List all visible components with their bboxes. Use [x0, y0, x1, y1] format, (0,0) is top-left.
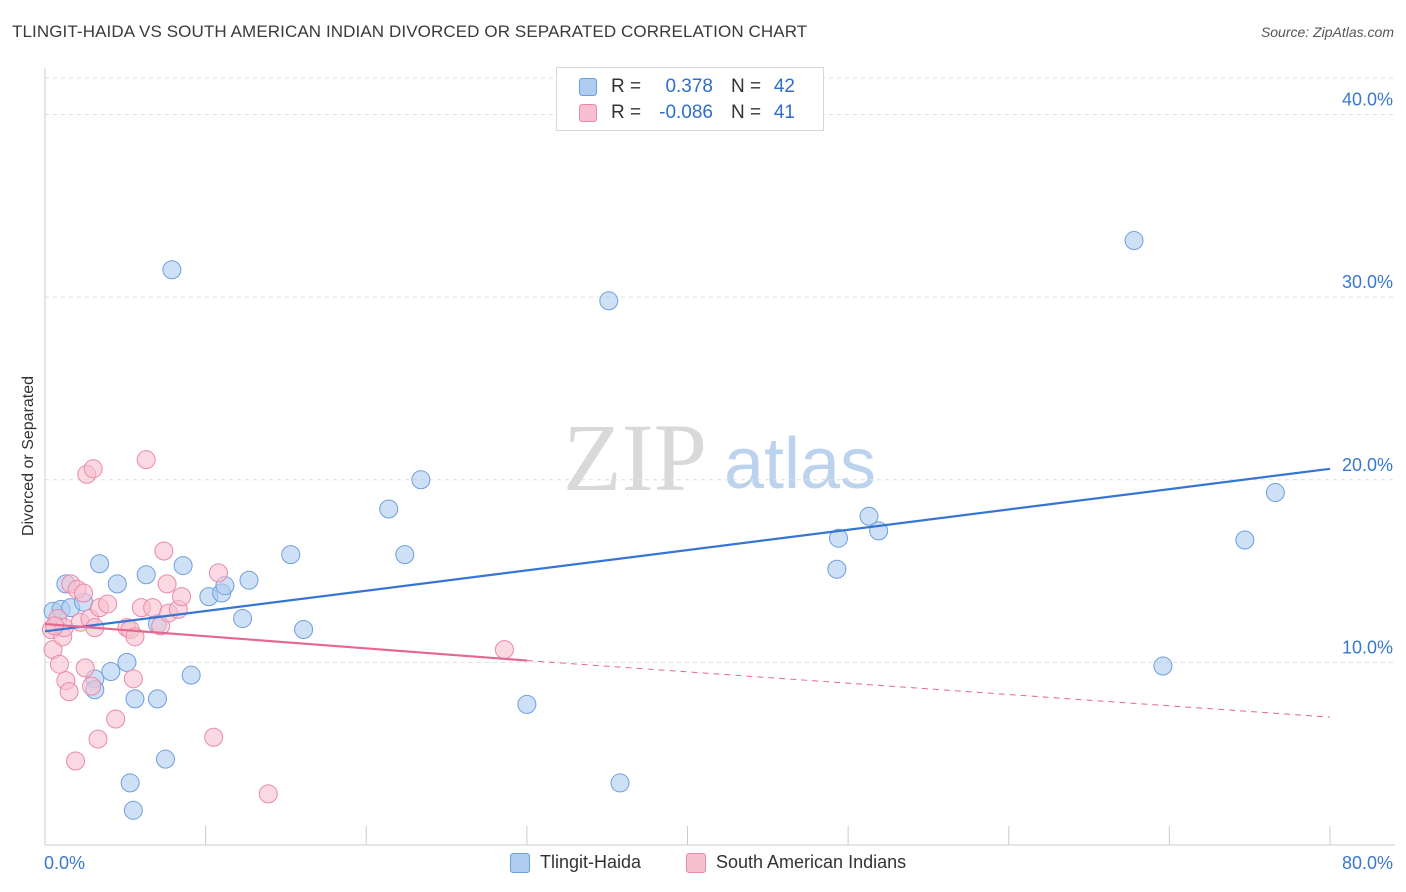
legend-r-value: -0.086	[659, 102, 713, 123]
series-legend-tlingit[interactable]: Tlingit-Haida	[510, 852, 641, 873]
y-axis-label: Divorced or Separated	[20, 376, 37, 536]
data-point	[120, 773, 140, 793]
data-point	[136, 450, 156, 470]
legend-r-label: R =	[611, 102, 642, 123]
y-tick-label: 10.0%	[1342, 637, 1393, 657]
data-point	[1124, 231, 1144, 251]
series-swatch-tlingit	[510, 852, 530, 873]
data-point	[66, 751, 86, 771]
data-point	[136, 565, 156, 585]
data-point	[155, 749, 175, 769]
x-tick-label: 0.0%	[44, 853, 85, 873]
watermark-atlas: atlas	[724, 424, 876, 504]
legend-swatch-tlingit	[579, 78, 597, 96]
data-point	[1235, 530, 1255, 550]
legend-n-value: 41	[773, 102, 795, 123]
data-point	[101, 662, 121, 682]
series-south-american-indians	[41, 450, 514, 804]
data-point	[258, 784, 278, 804]
data-point	[125, 689, 145, 709]
data-point	[83, 459, 103, 479]
data-point	[859, 506, 879, 526]
data-point	[610, 773, 630, 793]
source-label: Source: ZipAtlas.com	[1260, 24, 1394, 40]
data-point	[1153, 656, 1173, 676]
data-point	[173, 556, 193, 576]
data-point	[82, 676, 102, 696]
data-point	[98, 594, 118, 614]
y-tick-label: 40.0%	[1342, 90, 1393, 110]
legend-r-label: R =	[611, 76, 642, 97]
data-point	[157, 574, 177, 594]
chart-title: TLINGIT-HAIDA VS SOUTH AMERICAN INDIAN D…	[12, 22, 808, 41]
data-point	[143, 598, 163, 618]
y-tick-label: 30.0%	[1342, 272, 1393, 292]
data-point	[233, 609, 253, 629]
data-point	[1265, 483, 1285, 503]
data-point	[828, 528, 848, 548]
data-point	[281, 545, 301, 565]
trendline-south-american-indians	[44, 622, 527, 662]
legend-n-label: N =	[731, 76, 762, 97]
data-point	[117, 652, 137, 672]
stats-legend: R = 0.378 N = 42 R = -0.086 N = 41	[556, 67, 824, 131]
legend-row-tlingit: R = 0.378 N = 42	[579, 75, 795, 99]
data-point	[599, 291, 619, 311]
trendline-extension-south-american-indians	[526, 660, 1331, 718]
data-point	[154, 541, 174, 561]
watermark-zip: ZIP	[563, 404, 707, 511]
legend-swatch-south-american	[579, 104, 597, 122]
data-point	[294, 620, 314, 640]
series-swatch-south-american	[686, 852, 706, 873]
data-point	[181, 665, 201, 685]
legend-n-label: N =	[731, 102, 762, 123]
data-point	[107, 574, 127, 594]
data-point	[162, 260, 182, 280]
data-point	[125, 627, 145, 647]
data-point	[74, 583, 94, 603]
series-legend-south-american[interactable]: South American Indians	[686, 852, 906, 873]
data-point	[239, 570, 259, 590]
legend-r-value: 0.378	[665, 76, 713, 97]
trendline-tlingit-haida	[44, 467, 1331, 633]
data-point	[106, 709, 126, 729]
data-point	[208, 563, 228, 583]
legend-row-south-american: R = -0.086 N = 41	[579, 101, 795, 125]
data-point	[379, 499, 399, 519]
data-point	[123, 669, 143, 689]
legend-n-value: 42	[773, 76, 795, 97]
series-legend-label: South American Indians	[716, 852, 907, 872]
data-point	[90, 554, 110, 574]
data-point	[411, 470, 431, 490]
series-tlingit-haida	[43, 231, 1285, 820]
data-point	[147, 689, 167, 709]
data-point	[172, 587, 192, 607]
y-tick-label: 20.0%	[1342, 455, 1393, 475]
data-point	[204, 727, 224, 747]
data-point	[517, 694, 537, 714]
data-point	[59, 682, 79, 702]
x-tick-label: 80.0%	[1342, 853, 1393, 873]
data-point	[49, 654, 69, 674]
series-legend: Tlingit-Haida South American Indians	[0, 852, 1406, 876]
data-point	[827, 559, 847, 579]
data-point	[494, 640, 514, 660]
data-point	[123, 800, 143, 820]
series-legend-label: Tlingit-Haida	[540, 852, 642, 872]
data-point	[88, 729, 108, 749]
data-point	[395, 545, 415, 565]
data-point	[75, 658, 95, 678]
